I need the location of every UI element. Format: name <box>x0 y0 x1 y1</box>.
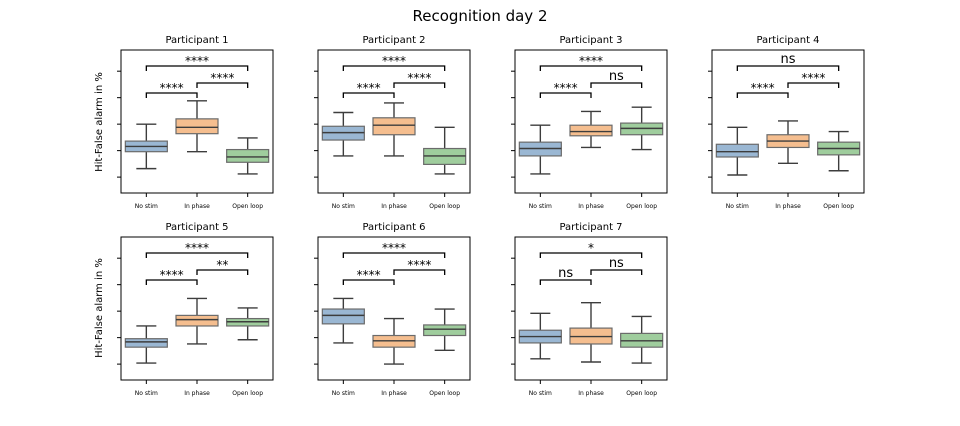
significance-bracket <box>787 82 840 88</box>
significance-label: **** <box>160 268 184 282</box>
x-tick-label: No stim <box>135 203 158 210</box>
significance-label: **** <box>185 54 209 68</box>
iqr-box <box>175 314 219 327</box>
significance-bracket <box>393 269 446 275</box>
x-tick-label: In phase <box>381 390 407 397</box>
significance-bracket <box>145 65 249 71</box>
x-tick-label: Open loop <box>232 203 263 210</box>
x-tick-label: No stim <box>529 203 552 210</box>
x-tick-label: In phase <box>184 203 210 210</box>
significance-bracket <box>342 279 395 285</box>
significance-label: **** <box>554 81 578 95</box>
significance-bracket <box>539 279 592 285</box>
iqr-box <box>569 124 613 137</box>
significance-bracket <box>145 92 198 98</box>
iqr-box <box>175 118 219 135</box>
iqr-box <box>423 324 467 337</box>
panel-5: Participant 5No stim In phase Open loop***… <box>117 222 274 397</box>
panel-7: Participant 7 No stim In phase Open loop ns n… <box>511 222 668 397</box>
significance-label: **** <box>210 71 234 85</box>
x-tick-label: In phase <box>381 203 407 210</box>
significance-bracket <box>590 82 643 88</box>
iqr-box <box>372 117 416 136</box>
significance-label: * <box>588 241 594 255</box>
significance-label: ns <box>780 52 795 67</box>
x-tick-label: In phase <box>184 390 210 397</box>
significance-label: **** <box>407 258 431 272</box>
significance-bracket <box>736 92 789 98</box>
significance-label: ns <box>609 256 624 271</box>
significance-bracket <box>590 269 643 275</box>
iqr-box <box>124 338 168 348</box>
y-axis-label-row-1: Hit-False alarm in % <box>94 72 105 172</box>
iqr-box <box>226 148 270 163</box>
x-tick-label: Open loop <box>429 390 460 397</box>
significance-bracket <box>539 92 592 98</box>
panel-title: Participant 3 <box>559 35 622 46</box>
x-tick-label: Open loop <box>429 203 460 210</box>
panel-2: Participant 2 No stim In phase Open loop ***… <box>314 35 471 210</box>
panel-title: Participant 1 <box>165 35 228 46</box>
significance-label: ** <box>216 258 228 272</box>
figure-title: Recognition day 2 <box>413 7 548 25</box>
x-tick-label: No stim <box>332 203 355 210</box>
significance-label: **** <box>185 241 209 255</box>
significance-label: **** <box>751 81 775 95</box>
panel-title: Participant 7 <box>559 222 622 233</box>
x-tick-label: No stim <box>135 390 158 397</box>
significance-label: **** <box>357 268 381 282</box>
significance-bracket <box>145 252 249 258</box>
significance-bracket <box>539 252 643 258</box>
significance-label: ns <box>609 69 624 84</box>
x-tick-label: In phase <box>578 203 604 210</box>
panel-title: Participant 4 <box>756 35 819 46</box>
panels-group: Participant 1No stim In phase Open loop***… <box>117 35 865 397</box>
x-tick-label: Open loop <box>232 390 263 397</box>
x-tick-label: No stim <box>332 390 355 397</box>
y-axis-label-row-2: Hit-False alarm in % <box>94 258 105 358</box>
x-tick-label: No stim <box>529 390 552 397</box>
x-tick-label: No stim <box>726 203 749 210</box>
significance-label: **** <box>357 81 381 95</box>
panel-3: Participant 3 No stim In phase Open loop ***… <box>511 35 668 210</box>
significance-label: ns <box>558 266 573 281</box>
panel-title: Participant 5 <box>165 222 228 233</box>
iqr-box <box>715 143 759 158</box>
panel-4: Participant 4 No stim In phase Open loop ***… <box>708 35 865 210</box>
significance-bracket <box>196 269 249 275</box>
significance-label: **** <box>801 71 825 85</box>
significance-label: **** <box>382 241 406 255</box>
significance-bracket <box>196 82 249 88</box>
x-tick-label: In phase <box>578 390 604 397</box>
significance-bracket <box>393 82 446 88</box>
significance-label: **** <box>382 54 406 68</box>
x-tick-label: Open loop <box>626 390 657 397</box>
significance-bracket <box>145 279 198 285</box>
x-tick-label: Open loop <box>823 203 854 210</box>
x-tick-label: Open loop <box>626 203 657 210</box>
iqr-box <box>321 308 365 325</box>
significance-label: **** <box>579 54 603 68</box>
significance-bracket <box>342 65 446 71</box>
significance-bracket <box>539 65 643 71</box>
significance-label: **** <box>407 71 431 85</box>
panel-1: Participant 1 No stim In phase Open loop ***… <box>117 35 274 210</box>
panel-title: Participant 6 <box>362 222 425 233</box>
panel-title: Participant 2 <box>362 35 425 46</box>
significance-label: **** <box>160 81 184 95</box>
significance-bracket <box>342 92 395 98</box>
x-tick-label: In phase <box>775 203 801 210</box>
significance-bracket <box>342 252 446 258</box>
significance-bracket <box>736 65 840 71</box>
panel-6: Participant 6 No stim In phase Open loop ***… <box>314 222 471 397</box>
